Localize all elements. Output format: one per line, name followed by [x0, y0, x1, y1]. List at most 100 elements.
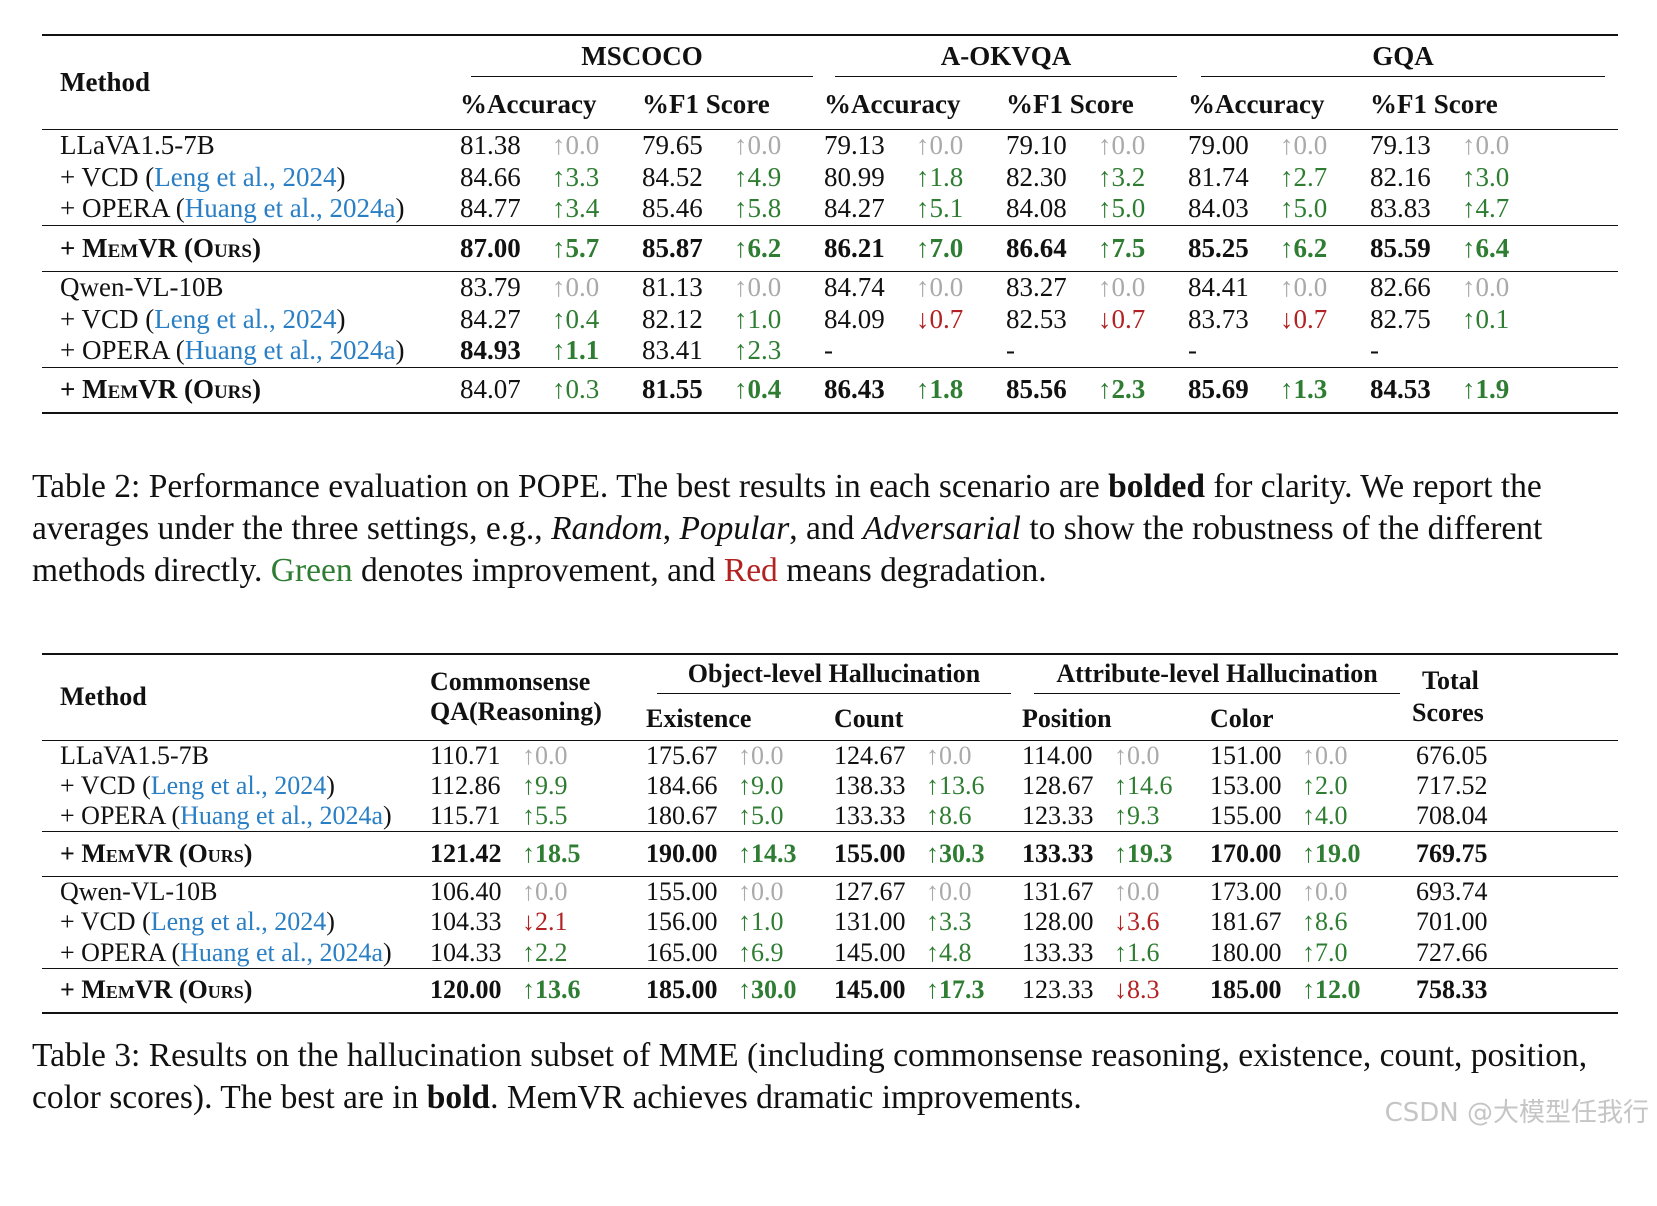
method-label-suffix: ) [326, 907, 335, 937]
delta-value: ↑1.1 [552, 335, 600, 366]
citation-link[interactable]: Huang et al., 2024a [180, 801, 384, 830]
citation-link[interactable]: Leng et al., 2024 [150, 907, 327, 937]
score-value: 86.21 [824, 232, 885, 263]
delta-value: ↑6.9 [738, 937, 784, 967]
delta-value: ↑3.3 [552, 161, 600, 192]
method-label: + MemVR (Ours) [60, 374, 261, 405]
method-label: + OPERA ( [60, 801, 181, 830]
score-cell: 79.13 ↑0.0 [824, 128, 1006, 161]
score-cell: 180.00 ↑7.0 [1210, 938, 1412, 969]
delta-value: ↑0.0 [1114, 740, 1160, 770]
score-value: 87.00 [460, 232, 521, 263]
score-value: 138.33 [834, 770, 906, 800]
score-cell: 181.67 ↑8.6 [1210, 907, 1412, 938]
method-label: LLaVA1.5-7B [60, 129, 215, 160]
sub-header: %F1 Score [1006, 81, 1188, 130]
score-cell: 81.13 ↑0.0 [642, 270, 824, 303]
score-cell: 84.09 ↓0.7 [824, 303, 1006, 335]
delta-value: ↑14.3 [738, 839, 797, 868]
method-name: + MemVR (Ours) [42, 366, 460, 413]
method-label-suffix: ) [336, 303, 346, 334]
delta-value: ↑5.7 [552, 232, 600, 263]
score-cell: - [1370, 335, 1618, 367]
citation-link[interactable]: Leng et al., 2024 [154, 161, 337, 192]
delta-value: ↑5.1 [916, 193, 964, 224]
method-label: LLaVA1.5-7B [60, 740, 210, 770]
sub-header: %Accuracy [1188, 81, 1370, 130]
score-cell: 83.41 ↑2.3 [642, 335, 824, 367]
score-value: 85.46 [642, 193, 703, 224]
table-row-ours: + MemVR (Ours) 121.42 ↑18.5 190.00 ↑14.3 155.… [42, 831, 1618, 877]
table-row: LLaVA1.5-7B 110.71 ↑0.0 175.67 ↑0.0 124.67 ↑0.… [42, 739, 1618, 771]
score-cell: 180.67 ↑5.0 [646, 801, 834, 832]
citation-link[interactable]: Leng et al., 2024 [154, 303, 337, 334]
table-row: + VCD (Leng et al., 2024) 84.66 ↑3.3 84.52 ↑… [42, 161, 1618, 193]
score-cell: 82.75 ↑0.1 [1370, 303, 1618, 335]
score-value: 123.33 [1022, 975, 1094, 1005]
method-name: Qwen-VL-10B [42, 270, 460, 303]
delta-value: ↑5.0 [738, 801, 784, 830]
score-cell: 80.99 ↑1.8 [824, 161, 1006, 193]
delta-value: ↓2.1 [522, 907, 568, 937]
score-value: 121.42 [430, 839, 502, 868]
citation-link[interactable]: Huang et al., 2024a [184, 335, 396, 366]
score-value: 181.67 [1210, 907, 1282, 937]
score-value: 180.00 [1210, 937, 1282, 967]
delta-value: ↑2.0 [1302, 770, 1348, 800]
delta-value: ↑9.0 [738, 770, 784, 800]
table-row: Qwen-VL-10B 83.79 ↑0.0 81.13 ↑0.0 84.74 ↑0.0 83… [42, 270, 1618, 303]
citation-link[interactable]: Huang et al., 2024a [180, 937, 384, 967]
table-2-caption: Table 2: Performance evaluation on POPE.… [32, 468, 1543, 589]
score-value: 85.87 [642, 232, 703, 263]
method-name: Qwen-VL-10B [42, 876, 430, 907]
delta-value: ↑0.0 [916, 129, 964, 160]
delta-value: ↑1.3 [1280, 374, 1328, 405]
method-name: + VCD (Leng et al., 2024) [42, 303, 460, 335]
delta-value: ↑4.8 [926, 937, 972, 967]
delta-value: ↑0.1 [1462, 303, 1510, 334]
score-value: 173.00 [1210, 877, 1282, 906]
delta-value: ↑0.0 [1114, 877, 1160, 906]
score-cell: 153.00 ↑2.0 [1210, 771, 1412, 802]
score-cell: 124.67 ↑0.0 [834, 739, 1022, 771]
score-value: 79.13 [824, 129, 885, 160]
score-value: 145.00 [834, 937, 906, 967]
score-value: 128.67 [1022, 770, 1094, 800]
score-value: 165.00 [646, 937, 718, 967]
sub-header: %F1 Score [642, 81, 824, 130]
commonsense-header: Commonsense QA(Reasoning) [430, 654, 646, 741]
score-cell: 131.67 ↑0.0 [1022, 876, 1210, 907]
score-cell: 85.46 ↑5.8 [642, 193, 824, 225]
group-header-gqa: GQA [1188, 35, 1618, 81]
score-cell: 82.66 ↑0.0 [1370, 270, 1618, 303]
method-name: + MemVR (Ours) [42, 224, 460, 271]
score-value: 155.00 [646, 877, 718, 906]
score-value: 133.33 [834, 801, 906, 830]
score-value: 85.25 [1188, 232, 1249, 263]
score-value: 151.00 [1210, 740, 1282, 770]
score-value: 86.43 [824, 374, 885, 405]
citation-link[interactable]: Huang et al., 2024a [184, 193, 396, 224]
method-name: LLaVA1.5-7B [42, 739, 430, 771]
score-value: - [1188, 335, 1197, 366]
score-cell: 86.64 ↑7.5 [1006, 224, 1188, 271]
score-cell: 185.00 ↑12.0 [1210, 967, 1412, 1013]
score-value: 170.00 [1210, 839, 1282, 868]
score-value: 145.00 [834, 975, 906, 1005]
total-score: 708.04 [1416, 801, 1488, 830]
score-cell: 185.00 ↑30.0 [646, 967, 834, 1013]
citation-link[interactable]: Leng et al., 2024 [150, 770, 327, 800]
score-cell: 87.00 ↑5.7 [460, 224, 642, 271]
delta-value: ↑13.6 [522, 975, 581, 1005]
group-header-attribute-level: Attribute-level Hallucination [1022, 654, 1412, 698]
delta-value: ↑0.4 [552, 303, 600, 334]
score-cell: 84.07 ↑0.3 [460, 366, 642, 413]
table-row: + VCD (Leng et al., 2024) 84.27 ↑0.4 82.12 ↑… [42, 303, 1618, 335]
delta-value: ↑3.3 [926, 907, 972, 937]
delta-value: ↑0.0 [552, 129, 600, 160]
score-cell: 104.33 ↓2.1 [430, 907, 646, 938]
score-cell: 84.52 ↑4.9 [642, 161, 824, 193]
sub-header: %F1 Score [1370, 81, 1618, 130]
score-value: 85.59 [1370, 232, 1431, 263]
